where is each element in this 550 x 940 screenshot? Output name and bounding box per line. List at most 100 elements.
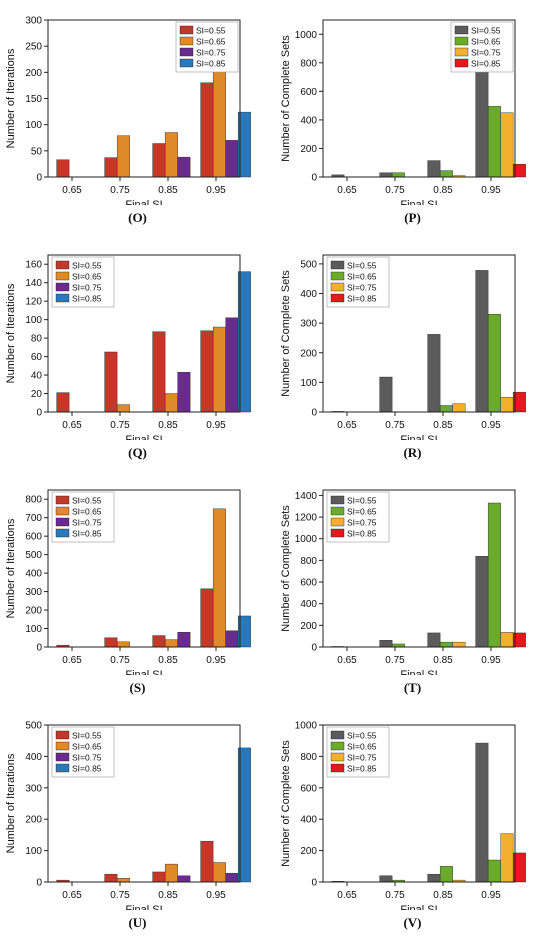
bar-0.75-SI=0.65	[116, 404, 130, 413]
y-tick-label: 200	[25, 815, 42, 826]
bar-0.85-SI=0.55	[427, 160, 441, 178]
plot-frame	[47, 724, 241, 883]
y-tick-label: 250	[25, 42, 42, 53]
legend-swatch	[330, 282, 345, 292]
x-tick-label: 0.95	[481, 420, 501, 431]
legend-label: SI=0.75	[196, 48, 226, 58]
legend-label: SI=0.55	[72, 496, 102, 506]
y-tick-label: 100	[25, 624, 42, 635]
y-tick-label: 300	[25, 587, 42, 598]
chart-panel-o: 0 50 100 150 200 250 300 0.65 0.75 0.85 0.95 Final …	[0, 0, 275, 235]
legend-label: SI=0.85	[72, 764, 102, 774]
legend-swatch	[330, 741, 345, 751]
bar-0.95-SI=0.85	[512, 632, 526, 648]
x-tick-label: 0.95	[481, 890, 501, 901]
bar-0.95-SI=0.85	[237, 271, 251, 413]
y-tick-label: 600	[25, 532, 42, 543]
x-tick-label: 0.85	[158, 890, 178, 901]
y-axis-label: Number of Complete Sets	[280, 35, 292, 162]
y-axis-label: Number of Iterations	[5, 518, 17, 618]
y-tick-label: 400	[25, 752, 42, 763]
panel-caption: (P)	[404, 210, 421, 225]
legend-label: SI=0.65	[347, 507, 377, 517]
x-tick-label: 0.85	[158, 185, 178, 196]
bar-0.75-SI=0.65	[391, 172, 405, 178]
x-tick-label: 0.85	[433, 890, 453, 901]
y-tick-label: 300	[25, 783, 42, 794]
bar-0.95-SI=0.75	[225, 140, 239, 178]
bar-0.85-SI=0.65	[164, 393, 178, 413]
legend-swatch	[55, 517, 70, 527]
y-tick-label: 0	[36, 643, 42, 654]
bar-chart: 0 100 200 300 400 500 0.65 0.75 0.85 0.95 Final SI…	[5, 721, 251, 910]
legend-label: SI=0.85	[196, 59, 226, 69]
legend-swatch	[454, 25, 469, 35]
x-tick-label: 0.65	[337, 655, 357, 666]
x-axis-label: Final SI	[400, 669, 437, 675]
bar-0.85-SI=0.75	[177, 875, 191, 883]
y-tick-label: 500	[300, 259, 317, 270]
y-tick-label: 1000	[295, 534, 318, 545]
legend-swatch	[179, 36, 194, 46]
bar-chart: 0 200 400 600 800 1000 1200 1400 0.65 0.75 0.85 0.9…	[280, 489, 526, 675]
bar-0.85-SI=0.55	[427, 632, 441, 648]
y-tick-label: 160	[25, 260, 42, 271]
bar-0.85-SI=0.75	[177, 632, 191, 648]
bar-0.95-SI=0.55	[475, 742, 489, 883]
plot-frame	[322, 19, 516, 178]
x-axis-label: Final SI	[400, 199, 437, 205]
legend-label: SI=0.85	[72, 529, 102, 539]
legend-label: SI=0.55	[347, 731, 377, 741]
bar-0.95-SI=0.65	[487, 314, 501, 413]
bar-0.95-SI=0.65	[487, 502, 501, 648]
y-tick-label: 700	[25, 513, 42, 524]
bar-0.85-SI=0.55	[152, 143, 166, 178]
plot-frame	[322, 254, 516, 413]
legend-label: SI=0.65	[471, 37, 501, 47]
y-tick-label: 140	[25, 278, 42, 289]
y-tick-label: 500	[25, 550, 42, 561]
bar-0.95-SI=0.75	[500, 112, 514, 178]
legend-swatch	[55, 260, 70, 270]
x-tick-label: 0.75	[110, 890, 130, 901]
x-tick-label: 0.75	[385, 655, 405, 666]
panel-caption: (R)	[403, 445, 422, 460]
legend-swatch	[454, 36, 469, 46]
legend-label: SI=0.55	[196, 26, 226, 36]
chart-panel-u: 0 100 200 300 400 500 0.65 0.75 0.85 0.95 Final SI…	[0, 705, 275, 940]
y-tick-label: 50	[31, 146, 43, 157]
bar-0.95-SI=0.55	[200, 840, 214, 883]
legend-label: SI=0.65	[72, 742, 102, 752]
bar-0.95-SI=0.85	[512, 163, 526, 178]
bar-0.75-SI=0.55	[379, 172, 393, 178]
y-tick-label: 400	[300, 289, 317, 300]
bar-0.85-SI=0.55	[152, 871, 166, 883]
x-tick-label: 0.75	[110, 420, 130, 431]
y-tick-label: 120	[25, 297, 42, 308]
y-tick-label: 100	[25, 120, 42, 131]
bar-0.95-SI=0.75	[500, 833, 514, 883]
bar-0.95-SI=0.55	[200, 588, 214, 648]
y-tick-label: 800	[25, 495, 42, 506]
bar-0.75-SI=0.55	[104, 157, 118, 178]
y-tick-label: 0	[36, 408, 42, 419]
legend-label: SI=0.75	[347, 753, 377, 763]
legend-label: SI=0.85	[471, 59, 501, 69]
y-tick-label: 300	[25, 16, 42, 27]
x-axis-label: Final SI	[400, 904, 437, 910]
legend-swatch	[55, 763, 70, 773]
chart-panel-t: 0 200 400 600 800 1000 1200 1400 0.65 0.75 0.85 0.9…	[275, 470, 550, 705]
y-tick-label: 0	[36, 878, 42, 889]
legend-swatch	[454, 58, 469, 68]
bar-0.95-SI=0.75	[500, 632, 514, 648]
bar-0.95-SI=0.85	[512, 852, 526, 883]
legend-label: SI=0.75	[72, 283, 102, 293]
plot-frame	[47, 489, 241, 648]
